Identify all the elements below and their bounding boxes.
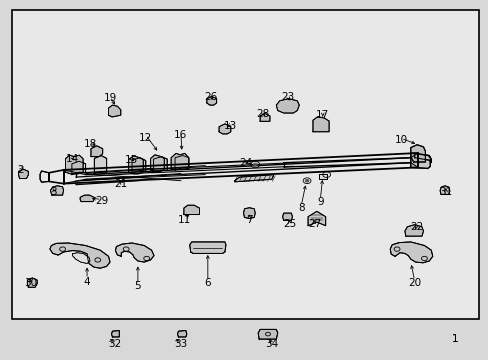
Polygon shape [27, 278, 37, 287]
Polygon shape [111, 330, 119, 337]
Polygon shape [153, 157, 167, 172]
Polygon shape [72, 253, 90, 264]
Circle shape [305, 179, 308, 182]
Text: 26: 26 [204, 92, 218, 102]
Polygon shape [307, 211, 325, 226]
Polygon shape [128, 156, 143, 174]
Polygon shape [175, 156, 188, 170]
Polygon shape [171, 153, 188, 169]
Text: 23: 23 [280, 92, 294, 102]
Polygon shape [40, 171, 49, 182]
Polygon shape [150, 155, 164, 171]
Circle shape [253, 163, 257, 166]
Text: 11: 11 [178, 215, 191, 225]
Polygon shape [115, 243, 154, 262]
Polygon shape [282, 213, 292, 220]
Polygon shape [260, 113, 269, 121]
Polygon shape [206, 96, 216, 105]
Polygon shape [410, 153, 429, 168]
Polygon shape [72, 161, 85, 175]
Polygon shape [183, 205, 199, 215]
Polygon shape [19, 169, 28, 179]
Text: 1: 1 [450, 334, 457, 344]
Text: 22: 22 [409, 222, 423, 232]
FancyBboxPatch shape [12, 10, 478, 319]
Text: 4: 4 [83, 276, 90, 287]
Polygon shape [50, 186, 63, 195]
Text: 25: 25 [282, 219, 296, 229]
Text: 19: 19 [103, 93, 117, 103]
Text: 13: 13 [224, 121, 237, 131]
Polygon shape [243, 208, 255, 219]
Text: 14: 14 [65, 154, 79, 164]
Text: 12: 12 [139, 132, 152, 143]
Text: 10: 10 [394, 135, 407, 145]
Text: 32: 32 [108, 339, 122, 349]
Polygon shape [258, 329, 277, 339]
Polygon shape [132, 158, 145, 173]
Text: 2: 2 [18, 165, 24, 175]
Polygon shape [318, 174, 326, 179]
Text: 31: 31 [438, 186, 452, 197]
Text: 8: 8 [297, 203, 304, 213]
Polygon shape [439, 186, 449, 194]
Polygon shape [389, 242, 432, 263]
Text: 20: 20 [407, 278, 420, 288]
Text: 1: 1 [450, 334, 457, 344]
Polygon shape [410, 145, 425, 162]
Text: 3: 3 [50, 186, 57, 197]
Polygon shape [189, 242, 225, 253]
Polygon shape [312, 117, 328, 132]
Polygon shape [50, 243, 110, 268]
Polygon shape [65, 155, 83, 174]
Polygon shape [108, 105, 121, 117]
Text: 21: 21 [114, 179, 128, 189]
Text: 9: 9 [316, 197, 323, 207]
Polygon shape [91, 146, 102, 157]
Text: 18: 18 [83, 139, 97, 149]
Polygon shape [219, 124, 230, 134]
Polygon shape [404, 225, 423, 236]
Polygon shape [276, 99, 299, 113]
Polygon shape [414, 153, 430, 163]
Text: 16: 16 [174, 130, 187, 140]
Polygon shape [234, 175, 273, 182]
Text: 6: 6 [204, 278, 211, 288]
Text: 30: 30 [24, 278, 37, 288]
Text: 29: 29 [95, 196, 108, 206]
Polygon shape [177, 330, 186, 337]
Text: 15: 15 [124, 155, 138, 165]
Text: 33: 33 [174, 339, 187, 349]
Text: 24: 24 [238, 158, 252, 168]
Text: 27: 27 [307, 219, 321, 229]
Text: 5: 5 [134, 281, 141, 291]
Polygon shape [80, 195, 94, 202]
Text: 7: 7 [245, 215, 252, 225]
Text: 34: 34 [264, 339, 278, 349]
Text: 17: 17 [315, 110, 329, 120]
Polygon shape [94, 156, 106, 174]
Text: 28: 28 [256, 109, 269, 120]
